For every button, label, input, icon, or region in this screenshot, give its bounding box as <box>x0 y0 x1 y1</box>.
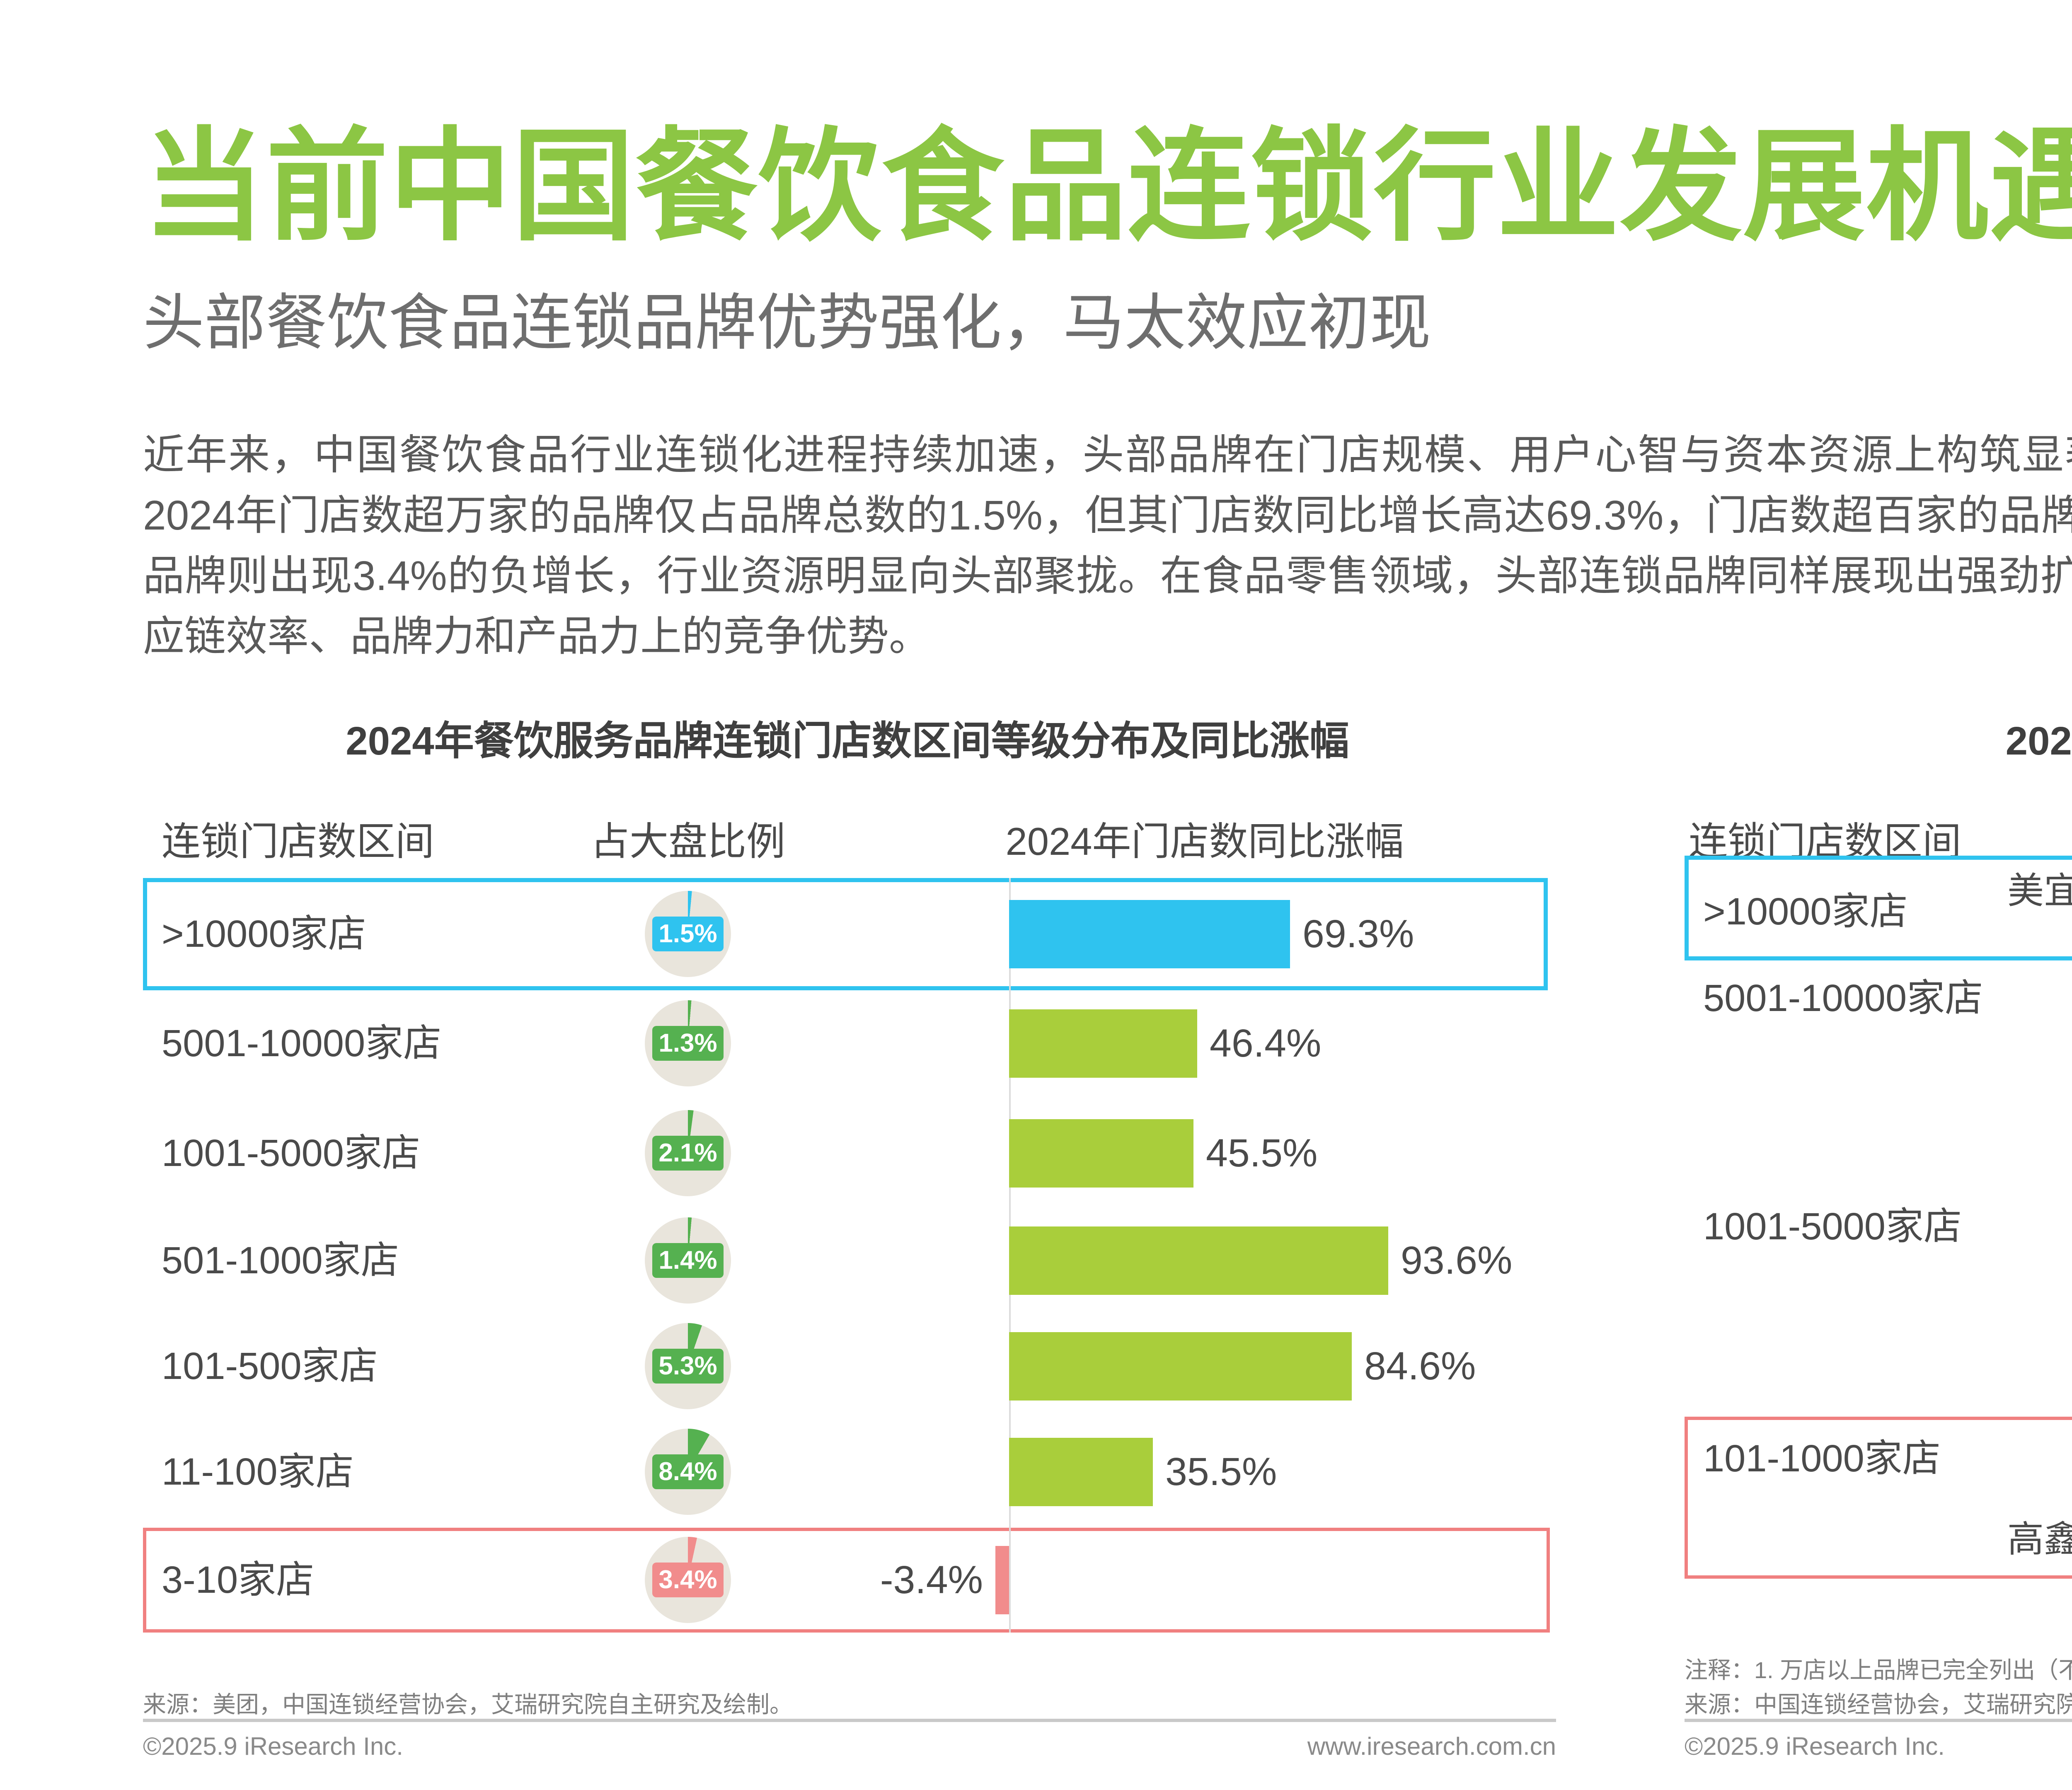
body-paragraph: 近年来，中国餐饮食品行业连锁化进程持续加速，头部品牌在门店规模、用户心智与资本资… <box>143 432 2072 660</box>
store-range-label: 11-100家店 <box>162 1451 354 1493</box>
left-header-growth: 2024年门店数同比涨幅 <box>1005 820 1404 863</box>
share-pie: 1.5% <box>645 891 731 977</box>
store-range-label: 3-10家店 <box>162 1559 315 1601</box>
growth-value-label: -3.4% <box>880 1558 983 1602</box>
brand-label: 华润万家 <box>1840 1284 2072 1326</box>
growth-value-label: 84.6% <box>1364 1344 1476 1388</box>
left-copyright: ©2025.9 iResearch Inc. <box>143 1732 403 1760</box>
highlight-box-bottom-tier <box>1685 1417 2072 1579</box>
store-range-label: 101-1000家店 <box>1703 1437 1941 1480</box>
food-retail-chart: 2024年食品零售品牌连锁门店数及同比涨幅 连锁门店数区间 代表品牌¹ 2024… <box>1685 704 2072 1657</box>
growth-bar <box>1009 900 1290 968</box>
right-chart-title: 2024年食品零售品牌连锁门店数及同比涨幅 <box>2005 719 2072 763</box>
share-value-label: 3.4% <box>652 1563 724 1597</box>
growth-bar <box>1009 1332 1352 1401</box>
store-range-label: >10000家店 <box>162 913 366 955</box>
left-website-link: www.iresearch.com.cn <box>1307 1732 1556 1760</box>
store-range-label: 501-1000家店 <box>162 1239 399 1282</box>
page-subtitle: 头部餐饮食品连锁品牌优势强化，马太效应初现 <box>143 289 1431 357</box>
left-header-share: 占大盘比例 <box>590 820 785 863</box>
growth-value-label: 35.5% <box>1165 1450 1277 1494</box>
left-source-note: 来源：美团，中国连锁经营协会，艾瑞研究院自主研究及绘制。 <box>143 1691 793 1717</box>
right-annotation-note: 注释：1. 万店以上品牌已完全列出（不包含石油系），其他门店数区间的品牌仅展示区… <box>1685 1657 2072 1683</box>
growth-bar <box>1009 1119 1193 1188</box>
share-value-label: 1.4% <box>652 1243 724 1278</box>
share-value-label: 1.3% <box>652 1026 724 1061</box>
growth-value-label: 93.6% <box>1401 1238 1513 1282</box>
share-value-label: 5.3% <box>652 1349 724 1384</box>
share-pie: 8.4% <box>645 1429 731 1515</box>
store-range-label: >10000家店 <box>1703 890 1908 933</box>
share-pie: 1.3% <box>645 1000 731 1086</box>
brand-label: 百果园 <box>1840 1055 2072 1096</box>
brand-label: 罗森 <box>1840 977 2072 1019</box>
restaurant-chain-chart: 2024年餐饮服务品牌连锁门店数区间等级分布及同比涨幅 连锁门店数区间 占大盘比… <box>143 704 1552 1657</box>
brand-label: 联华超市 <box>1840 1206 2072 1247</box>
growth-value-label: 69.3% <box>1302 912 1414 956</box>
right-footer-divider <box>1685 1719 2072 1722</box>
share-pie: 2.1% <box>645 1110 731 1196</box>
left-footer-divider <box>143 1719 1556 1722</box>
growth-bar <box>995 1546 1009 1614</box>
store-range-label: 1001-5000家店 <box>1703 1205 1962 1248</box>
ellipsis-label: ... <box>1840 1601 2072 1642</box>
growth-bar <box>1009 1437 1153 1506</box>
store-range-label: 5001-10000家店 <box>1703 977 1983 1019</box>
right-source-note: 来源：中国连锁经营协会，艾瑞研究院自主研究及绘制。 <box>1685 1691 2072 1717</box>
share-value-label: 2.1% <box>652 1136 724 1171</box>
highlight-box-bottom-tier <box>143 1528 1550 1633</box>
share-pie: 1.4% <box>645 1217 731 1304</box>
left-header-range: 连锁门店数区间 <box>162 820 435 863</box>
highlight-box-top-tier <box>143 878 1548 990</box>
left-chart-title: 2024年餐饮服务品牌连锁门店数区间等级分布及同比涨幅 <box>346 719 1349 763</box>
ellipsis-label: ... <box>1840 1377 2072 1418</box>
brand-label: 高鑫零售（大润发） <box>2007 1519 2072 1560</box>
share-value-label: 1.5% <box>652 917 724 951</box>
store-range-label: 101-500家店 <box>162 1345 378 1387</box>
growth-value-label: 45.5% <box>1206 1131 1318 1175</box>
ellipsis-label: ... <box>1840 1149 2072 1190</box>
highlight-box-top-tier <box>1685 856 2072 960</box>
growth-bar <box>1009 1009 1197 1078</box>
share-pie: 3.4% <box>645 1537 731 1623</box>
store-range-label: 1001-5000家店 <box>162 1132 420 1174</box>
share-value-label: 8.4% <box>652 1454 724 1489</box>
brand-label: 美宜佳、鸣鸣很忙、 锅圈食汇 <box>2007 870 2072 911</box>
brand-label: 沃尔玛 <box>1840 1438 2072 1479</box>
share-pie: 5.3% <box>645 1323 731 1409</box>
growth-value-label: 46.4% <box>1210 1021 1322 1065</box>
page-title: 当前中国餐饮食品连锁行业发展机遇与挑战 <box>143 118 2072 255</box>
right-copyright: ©2025.9 iResearch Inc. <box>1685 1732 1945 1760</box>
growth-bar <box>1009 1226 1388 1295</box>
store-range-label: 5001-10000家店 <box>162 1022 442 1064</box>
